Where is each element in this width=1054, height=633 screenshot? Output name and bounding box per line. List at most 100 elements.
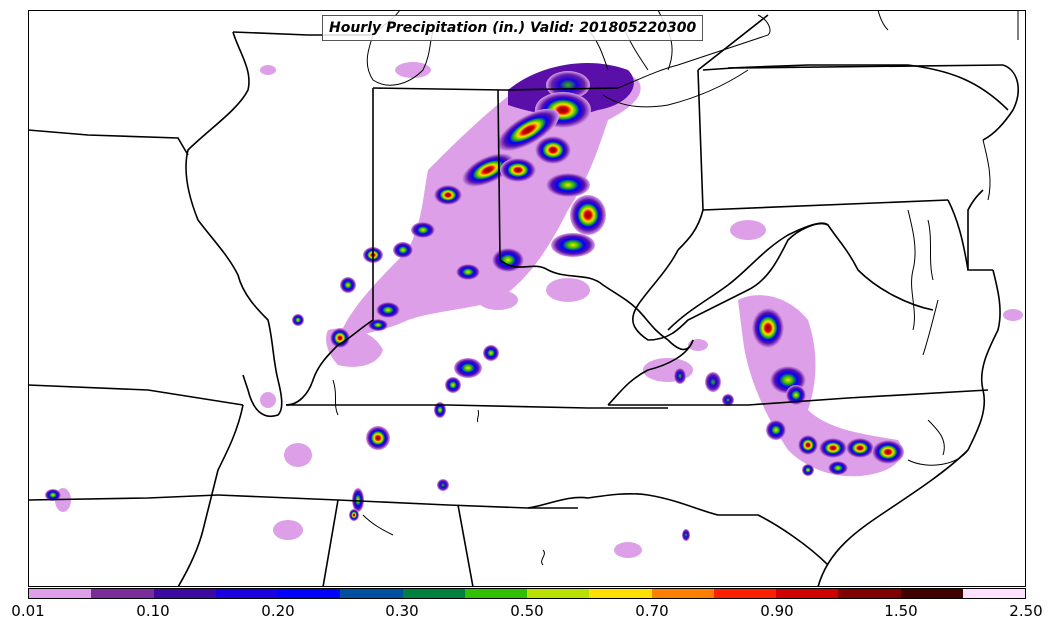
- precip-cell: [570, 195, 606, 235]
- colorbar-tick-label: 0.50: [510, 602, 544, 620]
- state-boundaries: [28, 14, 1019, 587]
- precip-cell: [546, 173, 590, 197]
- precip-cell: [546, 71, 590, 99]
- va-nc-boundary: [608, 389, 989, 406]
- precip-cell: [330, 328, 350, 348]
- precip-cell: [492, 248, 524, 272]
- tn-south-boundary: [217, 494, 578, 509]
- precip-cell: [872, 440, 904, 464]
- precip-cell: [496, 108, 560, 152]
- arkansas-boundary: [28, 494, 219, 501]
- michigan-ohio-boundary: [372, 87, 619, 91]
- precip-area-indiana-south: [478, 290, 518, 310]
- precip-cell: [462, 153, 514, 187]
- inland-lakes: [332, 379, 545, 566]
- precip-area-lake-michigan: [395, 62, 431, 78]
- kentucky-east-boundary: [607, 339, 694, 406]
- precip-cell: [682, 529, 690, 541]
- colorbar-segment: [153, 589, 216, 598]
- colorbar-segment: [962, 589, 1025, 598]
- illinois-boundary: [185, 31, 283, 417]
- precip-cell: [766, 420, 786, 440]
- precip-cell: [456, 264, 480, 280]
- precip-cell: [819, 438, 847, 458]
- md-boundary: [947, 199, 993, 271]
- pennsylvania-boundary: [702, 64, 1004, 211]
- kentucky-south-boundary: [286, 404, 668, 409]
- colorbar-segment: [29, 589, 92, 598]
- precip-cell: [445, 377, 461, 393]
- precip-cell: [349, 509, 359, 521]
- precip-cell: [551, 233, 595, 257]
- ms-river: [177, 404, 244, 587]
- precip-cell: [434, 185, 462, 205]
- east-coast: [817, 269, 1001, 587]
- precip-cell: [45, 489, 61, 501]
- colorbar-segment: [278, 589, 341, 598]
- colorbar-segment: [589, 589, 652, 598]
- precip-cell: [483, 345, 499, 361]
- delaware-bay: [982, 139, 991, 201]
- precip-area-se-tn: [273, 520, 303, 540]
- colorbar: [28, 588, 1026, 599]
- ohio-river: [499, 259, 694, 351]
- colorbar-segment: [776, 589, 839, 598]
- precip-area-tn: [284, 443, 312, 467]
- precip-area-de: [1003, 309, 1023, 321]
- precip-cell: [722, 394, 734, 406]
- precip-cell: [292, 314, 304, 326]
- de-boundary: [967, 189, 984, 270]
- ohio-east-boundary: [677, 69, 704, 251]
- ny-boundary: [697, 14, 1009, 111]
- precip-cell: [802, 464, 814, 476]
- precip-area-ky-west: [260, 392, 276, 408]
- precip-cell: [454, 358, 482, 378]
- colorbar-segment: [651, 589, 714, 598]
- colorbar-tick-label: 1.50: [884, 602, 918, 620]
- lake-erie-shore: [602, 14, 771, 108]
- precip-cell: [352, 488, 364, 512]
- map-svg: [28, 10, 1023, 587]
- colorbar-segment: [527, 589, 590, 598]
- colorbar-tick-label: 0.01: [11, 602, 45, 620]
- indiana-ohio-boundary: [497, 89, 501, 261]
- chesapeake-bay: [907, 209, 939, 356]
- precip-cell: [393, 242, 413, 258]
- colorbar-segment: [91, 589, 154, 598]
- lake-ne: [877, 10, 889, 31]
- colorbar-segment: [838, 589, 901, 598]
- precip-cell: [437, 479, 449, 491]
- precip-cell: [340, 277, 356, 293]
- precip-cell: [366, 426, 390, 450]
- nc-sounds: [907, 419, 969, 466]
- precip-area-ky-south: [546, 278, 590, 302]
- precip-cell: [786, 385, 806, 405]
- precipitation-map: [28, 10, 1026, 587]
- colorbar-segment: [713, 589, 776, 598]
- map-title: Hourly Precipitation (in.) Valid: 201805…: [322, 15, 704, 41]
- colorbar-segment: [340, 589, 403, 598]
- indiana-boundary: [337, 88, 374, 346]
- precip-cell: [752, 308, 784, 348]
- colorbar-segment: [215, 589, 278, 598]
- colorbar-tick-label: 0.10: [136, 602, 170, 620]
- precip-cell: [376, 302, 400, 318]
- precip-area-illinois-nw: [260, 65, 276, 75]
- colorbar-segment: [900, 589, 963, 598]
- colorbar-tick-label: 2.50: [1009, 602, 1043, 620]
- precip-area-ohio-indiana: [338, 64, 641, 341]
- colorbar-ticks: 0.01 0.10 0.20 0.30 0.50 0.70 0.90 1.50 2.50: [11, 600, 1042, 630]
- precip-cell: [535, 136, 571, 164]
- precip-cell: [500, 158, 536, 182]
- wv-boundary: [632, 222, 829, 341]
- kentucky-west-boundary: [285, 344, 339, 406]
- precip-area-pa: [730, 220, 766, 240]
- precip-area-nc: [614, 542, 642, 558]
- nj-boundary: [982, 64, 1019, 141]
- precip-cell: [705, 372, 721, 392]
- missouri-boundary: [28, 129, 244, 406]
- alabama-georgia-boundary: [322, 499, 474, 587]
- precip-cell: [434, 402, 446, 418]
- colorbar-segment: [402, 589, 465, 598]
- precip-cell: [411, 222, 435, 238]
